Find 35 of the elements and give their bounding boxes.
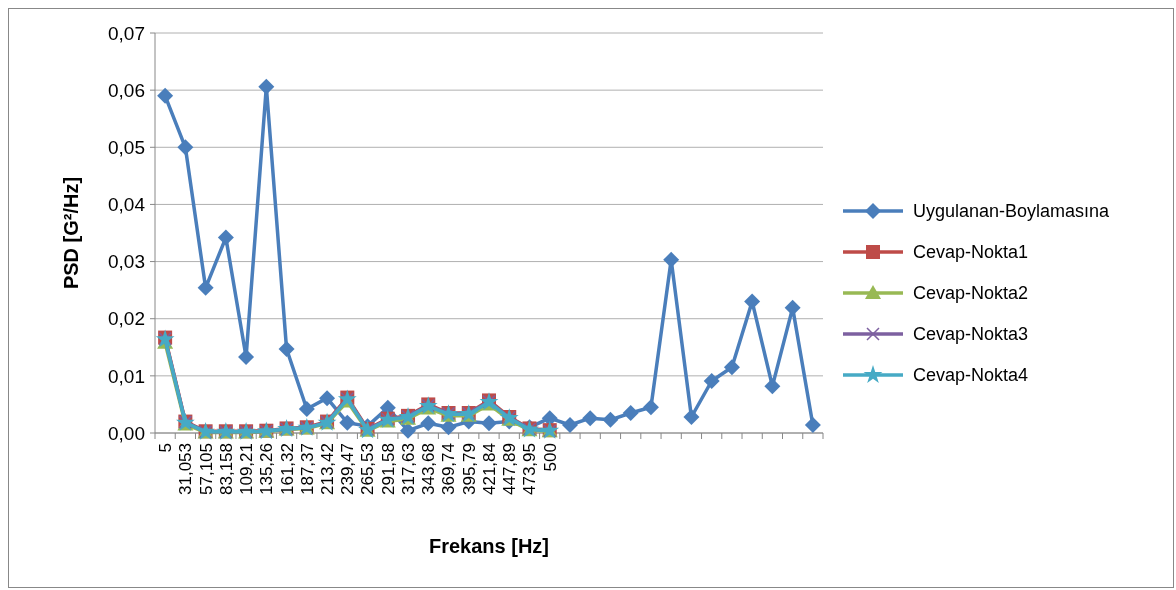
x-tick-label: 5 — [156, 443, 176, 453]
x-tick-label: 500 — [540, 443, 560, 472]
x-tick-label: 265,53 — [358, 443, 378, 495]
x-tick-label: 291,58 — [378, 443, 398, 495]
x-tick-label: 473,95 — [520, 443, 540, 495]
x-axis-title: Frekans [Hz] — [428, 535, 550, 557]
x-tick-label: 135,26 — [257, 443, 277, 495]
x-tick-label: 447,89 — [500, 443, 520, 495]
legend-label: Cevap-Nokta3 — [913, 324, 1029, 345]
y-tick-label: 0,03 — [108, 251, 145, 273]
y-tick-label: 0,07 — [108, 22, 145, 44]
y-tick-label: 0,00 — [108, 422, 145, 444]
legend-label: Cevap-Nokta2 — [913, 283, 1029, 304]
y-axis-title: PSD [G²/Hz] — [60, 176, 82, 290]
x-tick-label: 317,63 — [398, 443, 418, 495]
y-tick-label: 0,01 — [108, 365, 145, 387]
x-tick-label: 421,84 — [479, 443, 499, 495]
y-tick-label: 0,05 — [108, 136, 145, 158]
x-tick-label: 239,47 — [338, 443, 358, 495]
legend-label: Uygulanan-Boylamasına — [913, 201, 1111, 222]
y-tick-label: 0,02 — [108, 308, 145, 330]
y-tick-label: 0,04 — [108, 194, 146, 216]
x-tick-label: 187,37 — [297, 443, 317, 495]
x-tick-label: 395,79 — [459, 443, 479, 495]
x-tick-label: 369,74 — [439, 443, 459, 495]
y-tick-label: 0,06 — [108, 79, 145, 101]
x-tick-label: 31,053 — [176, 443, 196, 495]
legend-label: Cevap-Nokta1 — [913, 242, 1029, 263]
legend-label: Cevap-Nokta4 — [913, 365, 1029, 386]
x-tick-label: 83,158 — [216, 443, 236, 495]
x-tick-label: 57,105 — [196, 443, 216, 495]
x-tick-label: 343,68 — [419, 443, 439, 495]
x-tick-label: 161,32 — [277, 443, 297, 495]
x-tick-label: 213,42 — [318, 443, 338, 495]
x-tick-label: 109,21 — [237, 443, 257, 495]
